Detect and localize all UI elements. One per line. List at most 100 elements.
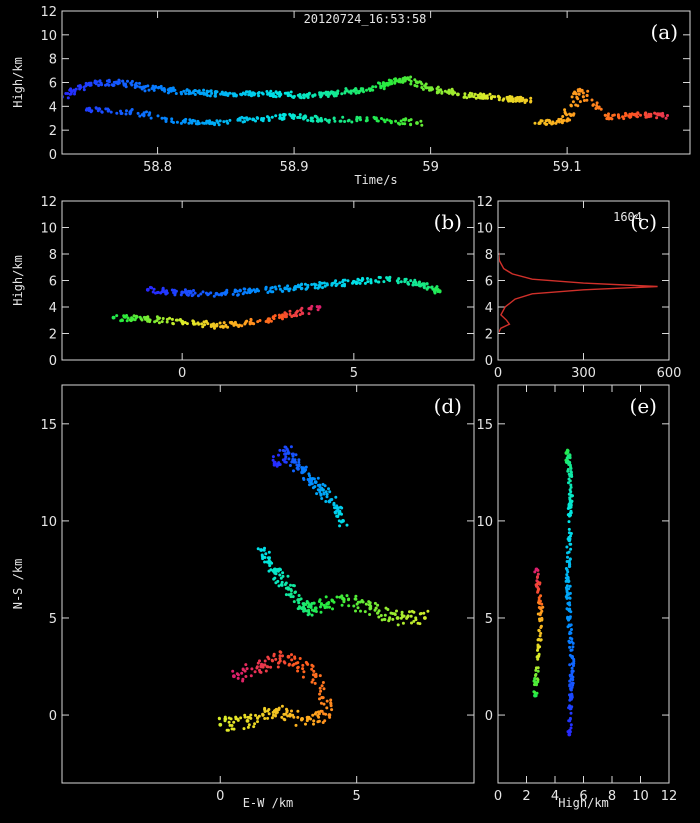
- data-point: [567, 527, 571, 531]
- data-point: [243, 287, 247, 291]
- data-point: [289, 90, 293, 94]
- data-point: [281, 654, 284, 658]
- data-point: [533, 690, 537, 694]
- y-tick-label: 12: [40, 195, 57, 210]
- data-point: [551, 120, 555, 124]
- data-point: [138, 85, 142, 89]
- data-point: [343, 91, 347, 95]
- data-point: [339, 505, 343, 509]
- data-point: [417, 281, 421, 284]
- data-point: [567, 550, 571, 554]
- data-point: [284, 593, 288, 597]
- data-point: [259, 548, 264, 552]
- data-point: [181, 322, 185, 326]
- data-point: [570, 628, 573, 631]
- data-point: [311, 713, 315, 717]
- data-point: [565, 607, 569, 611]
- data-point: [172, 89, 176, 92]
- y-tick-label: 4: [485, 301, 493, 316]
- data-point: [566, 454, 570, 458]
- data-point: [606, 114, 610, 118]
- data-point: [343, 278, 347, 282]
- data-point: [227, 720, 231, 724]
- panel-e: 0 2 4 6 8 10 12 0 5 10 15 High/km (e): [476, 384, 677, 810]
- data-point: [94, 82, 98, 86]
- panel-label: (a): [650, 20, 678, 44]
- data-point: [111, 84, 115, 87]
- data-point: [418, 284, 421, 288]
- data-point: [257, 289, 260, 293]
- data-point: [319, 116, 323, 120]
- data-point: [368, 606, 373, 611]
- panel-c-frame: [497, 200, 670, 361]
- data-point: [576, 89, 580, 93]
- data-point: [401, 122, 405, 126]
- data-point: [301, 470, 305, 474]
- data-point: [567, 481, 570, 485]
- data-point: [569, 470, 573, 473]
- data-point: [324, 595, 328, 599]
- data-point: [369, 281, 373, 285]
- panel-b-frame: [61, 200, 475, 361]
- data-point: [240, 324, 244, 328]
- data-point: [568, 693, 573, 698]
- data-point: [571, 100, 575, 104]
- data-point: [203, 323, 206, 327]
- data-point: [89, 81, 93, 85]
- data-point: [217, 717, 221, 721]
- data-point: [282, 717, 286, 721]
- data-point: [413, 78, 417, 82]
- data-point: [213, 90, 217, 94]
- data-point: [267, 118, 271, 122]
- data-point: [536, 643, 540, 647]
- data-point: [235, 289, 239, 293]
- data-point: [216, 121, 220, 124]
- data-point: [243, 120, 247, 123]
- data-point: [488, 92, 492, 96]
- data-point: [288, 309, 292, 313]
- data-point: [540, 618, 544, 622]
- data-point: [170, 117, 174, 121]
- data-point: [235, 323, 239, 327]
- data-point: [70, 90, 74, 94]
- data-point: [358, 281, 362, 285]
- data-point: [272, 577, 276, 581]
- data-point: [244, 663, 248, 667]
- data-point: [410, 609, 414, 613]
- data-point: [378, 276, 382, 279]
- data-point: [408, 610, 411, 614]
- x-tick-label: 59.1: [553, 160, 582, 175]
- data-point: [376, 119, 380, 123]
- data-point: [395, 279, 399, 283]
- data-point: [406, 615, 410, 619]
- data-point: [537, 629, 541, 633]
- data-point: [344, 87, 348, 91]
- data-point: [325, 706, 329, 710]
- data-point: [209, 323, 213, 327]
- data-point: [597, 106, 601, 110]
- data-point: [465, 96, 469, 100]
- data-point: [144, 317, 147, 321]
- data-point: [636, 112, 640, 115]
- data-point: [140, 318, 144, 322]
- data-point: [456, 92, 460, 97]
- y-tick-label: 12: [476, 195, 493, 210]
- data-point: [568, 673, 572, 677]
- data-point: [666, 114, 669, 117]
- data-point: [171, 322, 175, 326]
- data-point: [277, 313, 281, 317]
- data-point: [134, 81, 138, 85]
- data-point: [610, 117, 614, 121]
- data-point: [514, 99, 518, 103]
- x-tick-label: 0: [178, 366, 186, 381]
- data-point: [277, 284, 281, 288]
- data-point: [268, 560, 272, 563]
- data-point: [437, 289, 442, 293]
- data-point: [367, 87, 371, 91]
- data-point: [324, 500, 328, 503]
- data-point: [364, 602, 368, 606]
- data-point: [534, 694, 538, 698]
- data-point: [577, 92, 581, 96]
- x-tick-label: 0: [494, 789, 502, 804]
- data-point: [267, 712, 271, 716]
